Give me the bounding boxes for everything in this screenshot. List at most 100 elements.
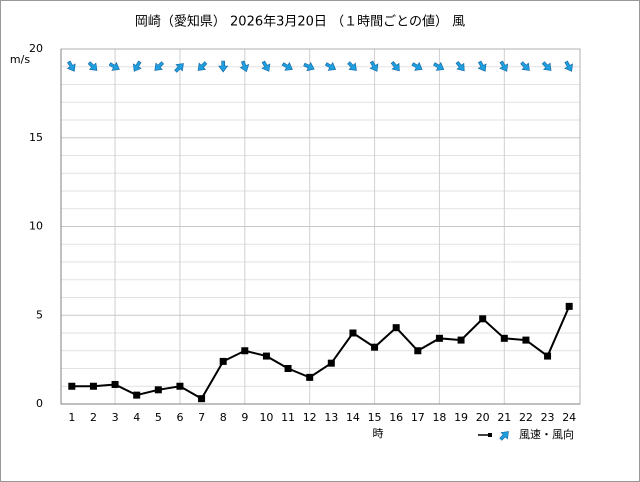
point	[154, 386, 162, 394]
arrow-shape	[197, 61, 208, 71]
wind-arrow	[174, 63, 184, 73]
wind-arrow	[369, 60, 379, 72]
y-tick-label: 0	[36, 397, 43, 410]
arrow-shape	[369, 60, 379, 72]
point	[241, 347, 249, 355]
arrow-shape	[303, 61, 315, 72]
wind-arrow	[477, 60, 487, 72]
x-tick-label: 18	[432, 411, 446, 424]
x-tick-label: 10	[259, 411, 273, 424]
x-tick-label: 1	[68, 411, 75, 424]
wind-arrow	[154, 61, 165, 71]
point	[68, 382, 76, 390]
point	[89, 382, 97, 390]
x-tick-label: 24	[562, 411, 576, 424]
point	[544, 352, 552, 360]
point	[176, 382, 184, 390]
wind-arrow	[218, 60, 229, 73]
x-tick-label: 20	[476, 411, 490, 424]
point	[414, 347, 422, 355]
point	[565, 302, 573, 310]
wind-arrow	[87, 61, 98, 71]
wind-arrow	[108, 61, 120, 71]
arrow-shape	[239, 60, 250, 73]
point	[284, 365, 292, 372]
wind-arrow	[239, 60, 250, 73]
x-tick-label: 21	[497, 411, 511, 424]
x-tick-label: 4	[133, 411, 140, 424]
arrow-shape	[347, 61, 357, 71]
point	[306, 373, 314, 381]
arrow-shape	[499, 431, 509, 441]
x-tick-label: 22	[519, 411, 533, 424]
x-tick-label: 13	[324, 411, 338, 424]
wind-arrow	[390, 61, 400, 72]
x-tick-label: 11	[281, 411, 295, 424]
point	[500, 334, 508, 342]
wind-arrow	[520, 61, 530, 71]
arrow-shape	[66, 60, 76, 72]
point	[435, 334, 443, 342]
arrow-shape	[261, 60, 271, 72]
arrow-shape	[87, 61, 98, 71]
wind-arrow	[324, 61, 337, 71]
arrow-shape	[564, 60, 573, 72]
point	[457, 336, 465, 344]
arrow-shape	[281, 61, 293, 71]
y-tick-label: 5	[36, 308, 43, 321]
point	[349, 329, 357, 337]
arrow-shape	[390, 61, 400, 72]
arrow-shape	[541, 61, 552, 71]
point	[392, 324, 400, 332]
x-tick-label: 3	[112, 411, 119, 424]
x-tick-label: 12	[303, 411, 317, 424]
wind-arrow	[66, 60, 76, 72]
point	[327, 359, 335, 367]
x-tick-label: 7	[198, 411, 205, 424]
x-tick-label: 9	[241, 411, 248, 424]
wind-arrow	[281, 61, 293, 71]
legend-point	[488, 433, 492, 437]
wind-arrow	[541, 61, 552, 71]
arrow-shape	[520, 61, 530, 71]
point	[133, 391, 141, 399]
line	[71, 305, 571, 401]
x-tick-label: 5	[155, 411, 162, 424]
point	[198, 395, 206, 403]
x-label: 時	[373, 427, 384, 440]
wind-arrow	[261, 60, 271, 72]
arrow-shape	[324, 61, 337, 71]
wind-arrow	[433, 61, 445, 71]
x-tick-label: 19	[454, 411, 468, 424]
chart-title: 岡崎（愛知県） 2026年3月20日 （１時間ごとの値） 風	[135, 14, 465, 30]
x-tick-label: 2	[90, 411, 97, 424]
x-tick-label: 15	[368, 411, 382, 424]
point	[111, 380, 119, 388]
x-tick-label: 6	[176, 411, 183, 424]
x-tick-label: 14	[346, 411, 360, 424]
arrow-shape	[132, 60, 142, 72]
y-tick-label: 15	[29, 131, 43, 144]
arrow-shape	[411, 61, 423, 71]
arrow-shape	[108, 61, 120, 71]
x-tick-label: 23	[541, 411, 555, 424]
wind-arrow	[455, 61, 465, 72]
wind-arrow	[411, 61, 423, 71]
x-tick-label: 16	[389, 411, 403, 424]
y-tick-label: 20	[29, 42, 43, 55]
y-tick-label: 10	[29, 220, 43, 233]
point	[262, 352, 270, 360]
legend-label: 風速・風向	[519, 427, 574, 441]
point	[479, 315, 487, 323]
arrow-shape	[154, 61, 165, 71]
x-tick-label: 8	[220, 411, 227, 424]
y-unit: m/s	[10, 53, 30, 66]
wind-arrow	[499, 60, 509, 72]
wind-arrow	[303, 61, 315, 72]
arrow-shape	[455, 61, 465, 72]
wind-arrow	[564, 60, 573, 72]
arrow-shape	[499, 60, 509, 72]
